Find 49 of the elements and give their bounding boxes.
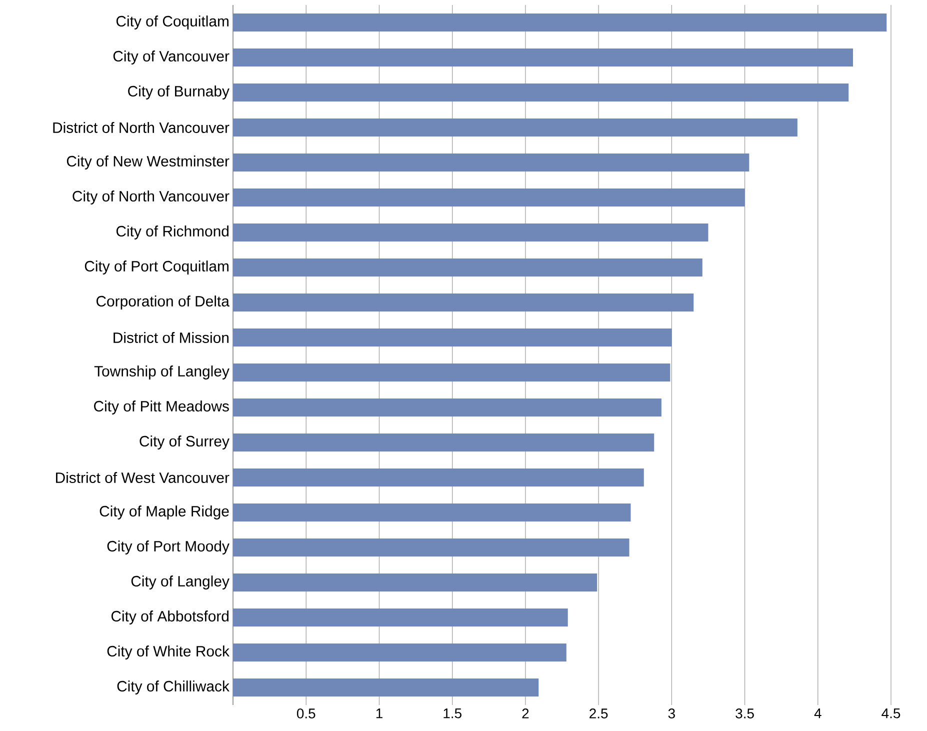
y-tick-label: City of Coquitlam bbox=[116, 16, 228, 30]
y-tick-label: City of Richmond bbox=[116, 226, 228, 240]
y-tick-label: City of Burnaby bbox=[128, 86, 230, 100]
bar bbox=[233, 398, 662, 417]
x-tick-label: 4 bbox=[814, 708, 822, 718]
y-tick-label: District of Mission bbox=[114, 332, 228, 343]
x-tick-label: 2 bbox=[522, 708, 529, 718]
y-tick-label: District of North Vancouver bbox=[53, 122, 230, 133]
bar bbox=[233, 14, 887, 32]
bar bbox=[233, 364, 670, 382]
y-tick-label: City of North Vancouver bbox=[72, 190, 230, 204]
bar bbox=[233, 608, 568, 627]
x-tick-label: 2.5 bbox=[590, 708, 608, 718]
bar bbox=[233, 328, 672, 347]
bar bbox=[233, 224, 708, 242]
bar bbox=[233, 678, 539, 697]
y-tick-label: Corporation of Delta bbox=[96, 296, 230, 310]
y-tick-label: City of Port Coquitlam bbox=[84, 260, 228, 274]
bar bbox=[233, 468, 644, 487]
x-tick-label: 3 bbox=[668, 708, 675, 718]
y-tick-label: City of Abbotsford bbox=[111, 610, 228, 624]
x-tick-label: 3.5 bbox=[736, 708, 754, 718]
x-tick-label: 1.5 bbox=[444, 708, 462, 718]
y-tick-label: City of Pitt Meadows bbox=[94, 400, 229, 414]
bar bbox=[233, 538, 630, 557]
bar bbox=[233, 434, 654, 452]
bar bbox=[233, 154, 750, 172]
bar bbox=[233, 258, 702, 277]
y-tick-label: City of Maple Ridge bbox=[100, 506, 229, 520]
bar bbox=[233, 84, 849, 102]
x-tick-label: 4.5 bbox=[882, 708, 900, 718]
x-tick-label: 1 bbox=[376, 708, 382, 718]
bar bbox=[233, 118, 798, 136]
y-tick-label: City of New Westminster bbox=[66, 156, 230, 170]
bar bbox=[233, 504, 631, 522]
y-tick-label: City of Vancouver bbox=[113, 50, 230, 64]
y-tick-label: City of Port Moody bbox=[107, 540, 230, 554]
bar bbox=[233, 48, 853, 66]
bar bbox=[233, 644, 566, 662]
y-tick-label: City of Chilliwack bbox=[117, 680, 230, 694]
x-tick-label: 0.5 bbox=[296, 708, 316, 718]
y-tick-label: City of Surrey bbox=[140, 436, 230, 450]
bar bbox=[233, 574, 598, 592]
y-tick-label: Township of Langley bbox=[94, 366, 230, 380]
bar bbox=[233, 294, 694, 312]
bar bbox=[233, 188, 745, 207]
y-tick-label: City of White Rock bbox=[107, 646, 230, 660]
y-tick-label: District of West Vancouver bbox=[56, 472, 230, 483]
y-tick-label: City of Langley bbox=[131, 576, 230, 590]
